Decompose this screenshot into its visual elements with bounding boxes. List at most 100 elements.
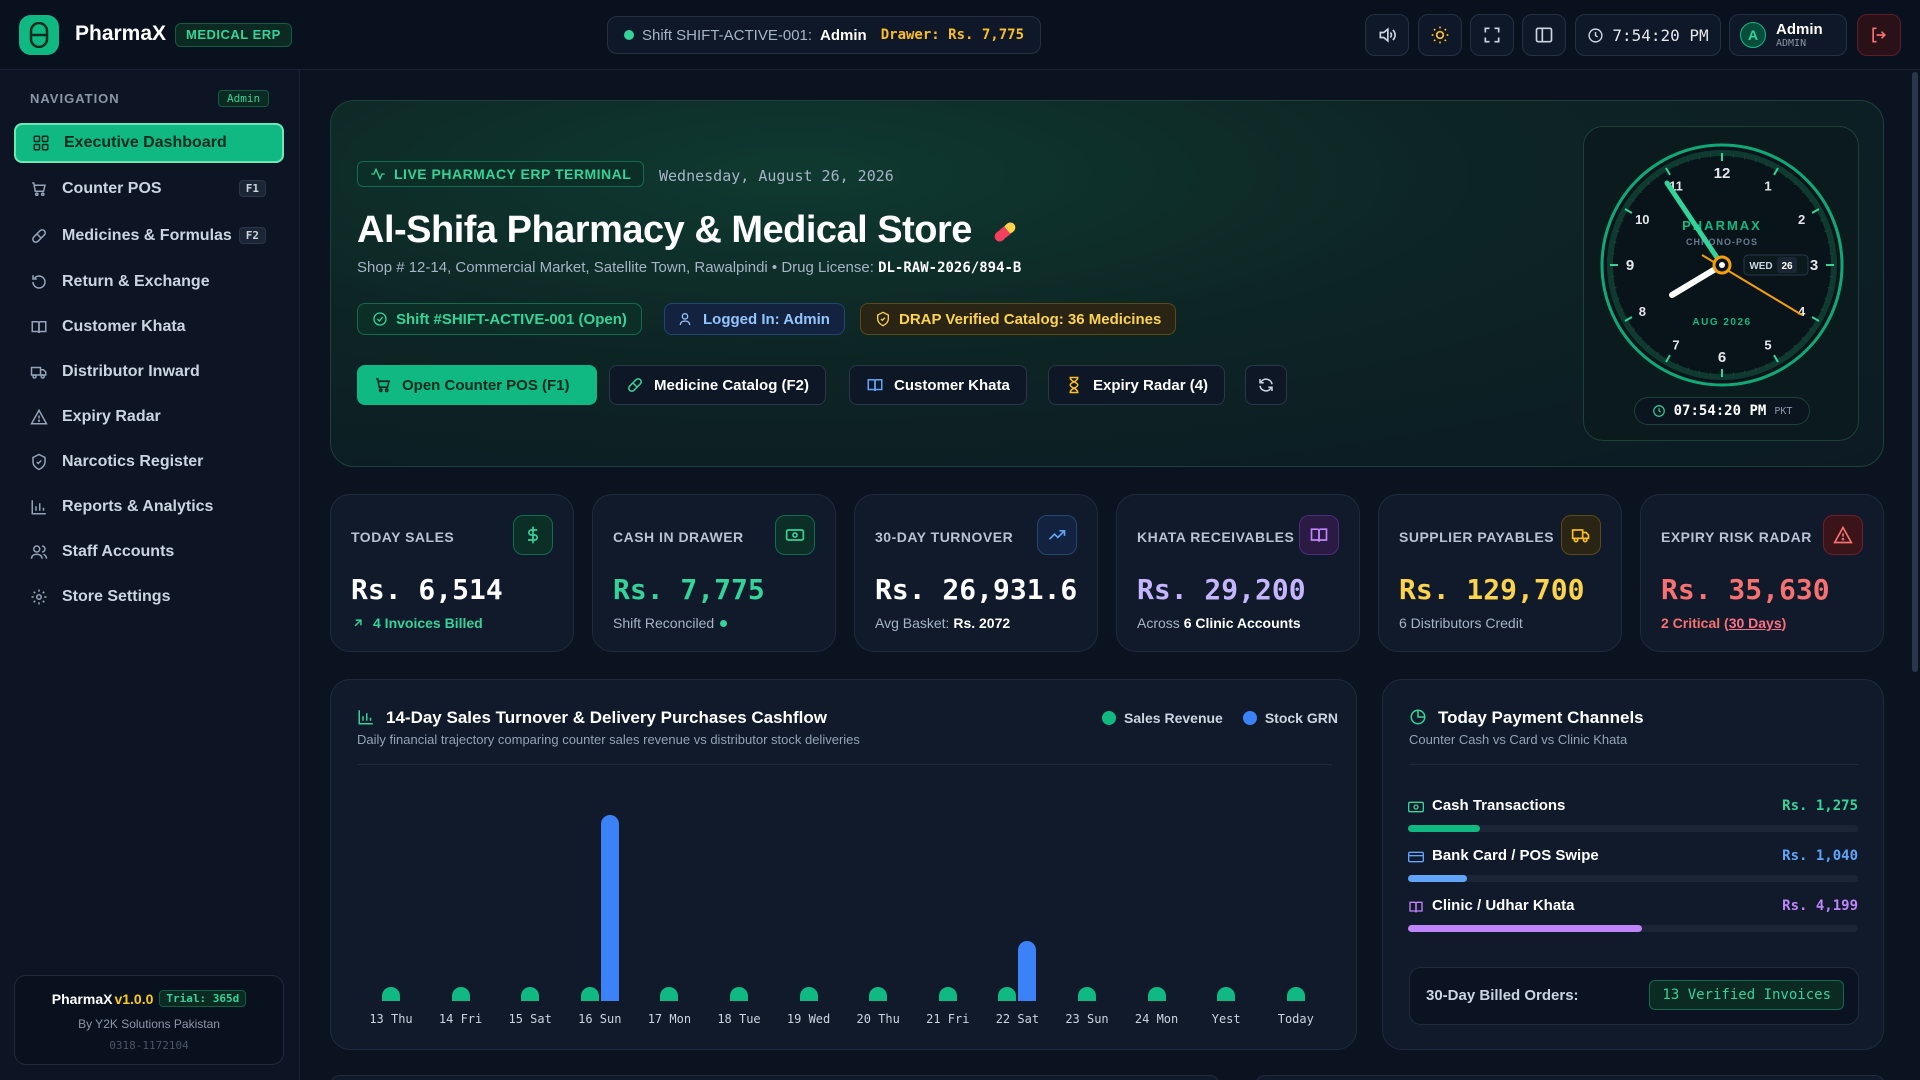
sidebar-item-label: Expiry Radar <box>62 408 161 425</box>
clock-numeral: 12 <box>1714 165 1731 182</box>
stat-sub-text: ) <box>1781 615 1787 631</box>
critical-window-link[interactable]: 30 Days <box>1728 615 1782 631</box>
stat-card-turnover[interactable]: 30-DAY TURNOVER Rs. 26,931.6 Avg Basket:… <box>854 494 1098 652</box>
sidebar-item-executive-dashboard[interactable]: Executive Dashboard <box>14 123 284 163</box>
clock-numeral: 2 <box>1798 212 1805 227</box>
stat-label: KHATA RECEIVABLES <box>1137 529 1295 545</box>
bar-sales-revenue[interactable] <box>998 987 1017 1001</box>
pill-logo-icon[interactable] <box>19 15 59 55</box>
hour-hand <box>1669 262 1725 298</box>
payment-label: Clinic / Udhar Khata <box>1432 897 1575 914</box>
theme-toggle-button[interactable] <box>1418 14 1462 56</box>
stat-label: 30-DAY TURNOVER <box>875 529 1014 545</box>
layout-toggle-button[interactable] <box>1522 14 1566 56</box>
logout-button[interactable] <box>1857 14 1901 56</box>
sidebar-item-narcotics-register[interactable]: Narcotics Register <box>14 442 284 482</box>
bar-sales-revenue[interactable] <box>580 987 599 1001</box>
bar-sales-revenue[interactable] <box>521 987 540 1001</box>
dollar-icon <box>513 515 553 555</box>
clock-numeral: 4 <box>1798 304 1806 319</box>
bar-sales-revenue[interactable] <box>799 987 818 1001</box>
stat-card-supplier[interactable]: SUPPLIER PAYABLES Rs. 129,700 6 Distribu… <box>1378 494 1622 652</box>
medicine-catalog-button[interactable]: Medicine Catalog (F2) <box>609 365 827 405</box>
customer-khata-button[interactable]: Customer Khata <box>849 365 1027 405</box>
clock-tick <box>1686 158 1690 163</box>
orders-value: 13 Verified Invoices <box>1649 980 1844 1010</box>
pill-emoji-icon <box>994 222 1016 242</box>
book-icon <box>1409 901 1423 913</box>
sun-icon <box>1431 26 1449 44</box>
clock-tick <box>1624 208 1633 214</box>
sidebar-item-store-settings[interactable]: Store Settings <box>14 577 284 617</box>
clock-tick <box>1820 308 1825 312</box>
bar-sales-revenue[interactable] <box>451 987 470 1001</box>
sidebar-item-counter-pos[interactable]: Counter POS F1 <box>14 169 284 209</box>
timezone: PKT <box>1774 405 1793 417</box>
gear-icon <box>31 589 47 605</box>
clock-tick <box>1698 155 1701 160</box>
x-axis-label: Today <box>1277 1012 1314 1026</box>
button-label: Expiry Radar (4) <box>1093 376 1209 394</box>
sidebar-item-expiry-radar[interactable]: Expiry Radar <box>14 397 284 437</box>
stat-card-today-sales[interactable]: TODAY SALES Rs. 6,514 4 Invoices Billed <box>330 494 574 652</box>
trial-badge: Trial: 365d <box>159 990 247 1007</box>
scrollbar-thumb[interactable] <box>1912 72 1918 672</box>
stat-label: EXPIRY RISK RADAR <box>1661 529 1812 545</box>
stat-card-expiry-risk[interactable]: EXPIRY RISK RADAR Rs. 35,630 2 Critical … <box>1640 494 1884 652</box>
bar-sales-revenue[interactable] <box>1286 987 1305 1001</box>
progress-track <box>1408 825 1858 832</box>
bar-sales-revenue[interactable] <box>938 987 957 1001</box>
sidebar-item-customer-khata[interactable]: Customer Khata <box>14 307 284 347</box>
clock-tick <box>1698 370 1701 375</box>
clock-numeral: 6 <box>1718 349 1726 366</box>
stat-sub-text: Avg Basket: <box>875 615 950 631</box>
bar-sales-revenue[interactable] <box>1217 987 1236 1001</box>
cart-icon <box>376 378 391 393</box>
top-bar: PharmaX MEDICAL ERP Shift SHIFT-ACTIVE-0… <box>0 0 1920 70</box>
stat-card-khata[interactable]: KHATA RECEIVABLES Rs. 29,200 Across 6 Cl… <box>1116 494 1360 652</box>
sidebar-item-medicines[interactable]: Medicines & Formulas F2 <box>14 216 284 256</box>
progress-fill <box>1408 925 1642 932</box>
clock-tick <box>1754 367 1758 372</box>
clock-tick <box>1615 229 1620 233</box>
digital-time: 07:54:20 PM <box>1673 403 1767 419</box>
bar-stock-grn[interactable] <box>600 815 619 1001</box>
bar-sales-revenue[interactable] <box>1147 987 1166 1001</box>
sidebar-item-reports[interactable]: Reports & Analytics <box>14 487 284 527</box>
alert-triangle-icon <box>1823 515 1863 555</box>
bar-sales-revenue[interactable] <box>660 987 679 1001</box>
bar-stock-grn[interactable] <box>1018 941 1037 1001</box>
open-pos-button[interactable]: Open Counter POS (F1) <box>357 365 597 405</box>
minute-hand <box>1664 180 1725 268</box>
sidebar-item-distributor-inward[interactable]: Distributor Inward <box>14 352 284 392</box>
bar-sales-revenue[interactable] <box>1078 987 1096 1001</box>
shield-icon <box>32 453 46 471</box>
clock-tick <box>1615 297 1620 301</box>
truck-icon <box>1561 515 1601 555</box>
chip-label: Logged In: Admin <box>703 310 830 328</box>
sidebar-item-label: Medicines & Formulas <box>62 227 232 244</box>
user-role: ADMIN <box>1776 38 1807 49</box>
bar-sales-revenue[interactable] <box>730 987 748 1001</box>
refresh-button[interactable] <box>1245 365 1287 405</box>
clock-tick <box>1646 344 1651 349</box>
sidebar-item-staff-accounts[interactable]: Staff Accounts <box>14 532 284 572</box>
chip-label: DRAP Verified Catalog: 36 Medicines <box>899 310 1162 328</box>
button-label: Open Counter POS (F1) <box>402 376 570 394</box>
bar-sales-revenue[interactable] <box>382 987 400 1001</box>
sidebar-item-label: Staff Accounts <box>62 543 175 560</box>
shift-status-pill[interactable]: Shift SHIFT-ACTIVE-001: Admin Drawer: Rs… <box>607 16 1041 54</box>
fullscreen-button[interactable] <box>1470 14 1514 56</box>
expiry-radar-button[interactable]: Expiry Radar (4) <box>1048 365 1226 405</box>
user-menu[interactable]: A Admin ADMIN <box>1729 14 1847 56</box>
sound-button[interactable] <box>1365 14 1409 56</box>
bar-chart-icon <box>31 500 46 515</box>
stat-sub-text: 4 Invoices Billed <box>373 615 483 631</box>
stat-sub-strong: Rs. 2072 <box>953 615 1011 631</box>
clock-tick <box>1801 336 1806 341</box>
bar-sales-revenue[interactable] <box>869 987 888 1001</box>
sidebar-item-return-exchange[interactable]: Return & Exchange <box>14 262 284 302</box>
stat-card-cash-drawer[interactable]: CASH IN DRAWER Rs. 7,775 Shift Reconcile… <box>592 494 836 652</box>
clock-tick <box>1665 354 1671 363</box>
drawer-amount: Drawer: Rs. 7,775 <box>880 27 1025 43</box>
